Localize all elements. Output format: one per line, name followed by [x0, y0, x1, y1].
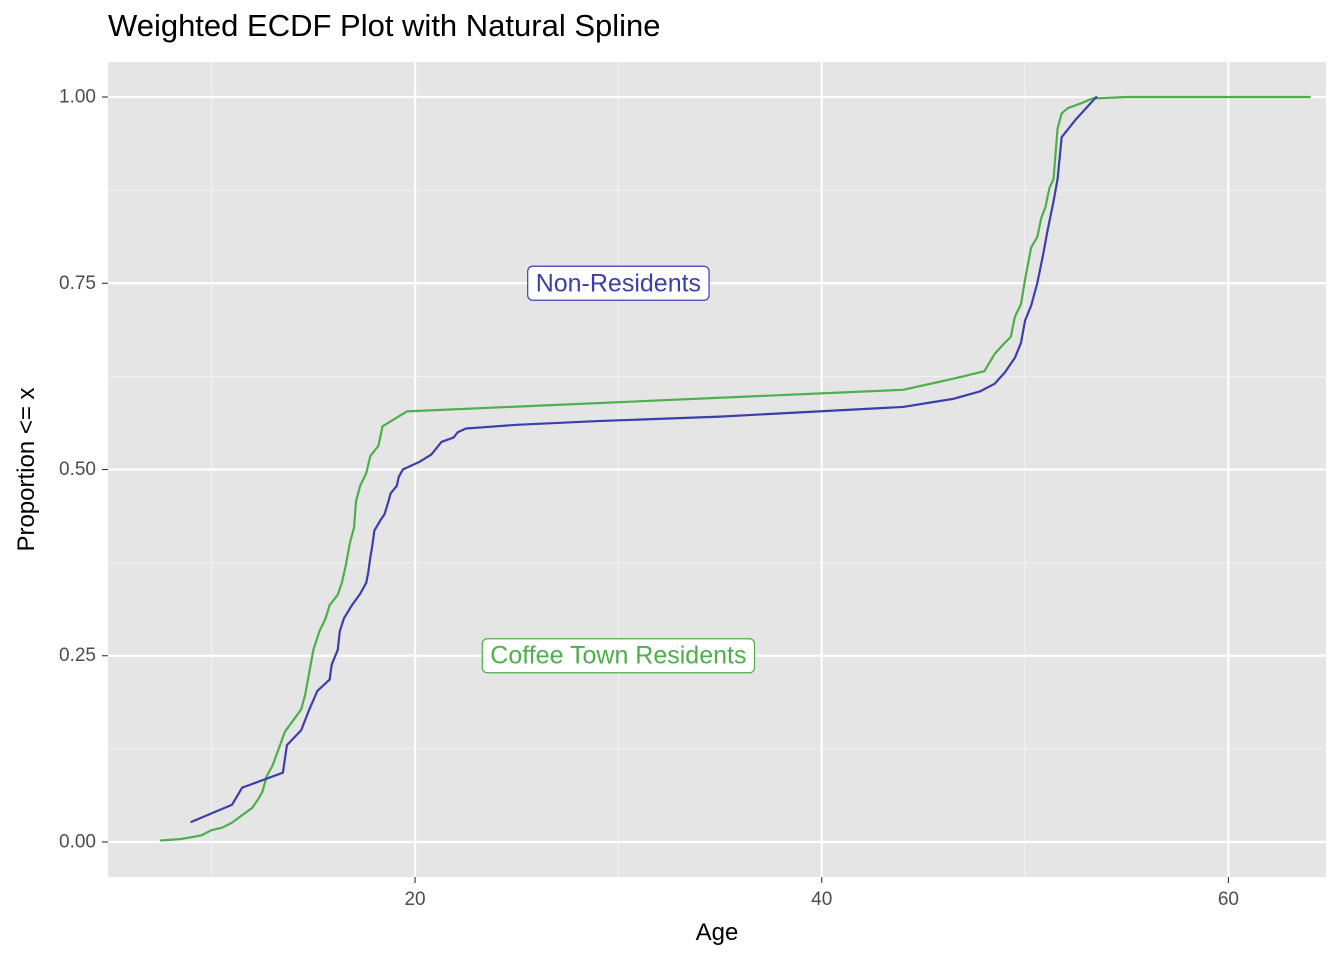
y-tick-label: 0.50: [59, 459, 96, 480]
series-line-0: [159, 95, 1311, 842]
series-line-1: [190, 95, 1098, 823]
x-axis-title: Age: [696, 919, 739, 946]
annotation-label-0: Non-Residents: [536, 269, 701, 297]
chart-title: Weighted ECDF Plot with Natural Spline: [108, 8, 661, 43]
series-lines: [159, 95, 1311, 842]
y-axis-title: Proportion <= x: [13, 387, 40, 551]
annotation-box-0: [527, 265, 710, 301]
y-tick-label: 0.75: [59, 273, 96, 294]
x-tick-label: 20: [404, 889, 425, 910]
annotations: Non-Residents Coffee Town Residents: [481, 265, 756, 674]
annotation-box-1: [481, 638, 756, 674]
x-tick-label: 40: [811, 889, 832, 910]
y-tick-label: 0.00: [59, 831, 96, 852]
annotation-label-1: Coffee Town Residents: [490, 642, 746, 670]
x-tick-label: 60: [1218, 889, 1239, 910]
y-tick-label: 0.25: [59, 645, 96, 666]
axes: 20 40 60 0.00 0.25 0.50 0.75 1.00 Age Proportion …: [13, 87, 1239, 946]
y-tick-label: 1.00: [59, 87, 96, 108]
